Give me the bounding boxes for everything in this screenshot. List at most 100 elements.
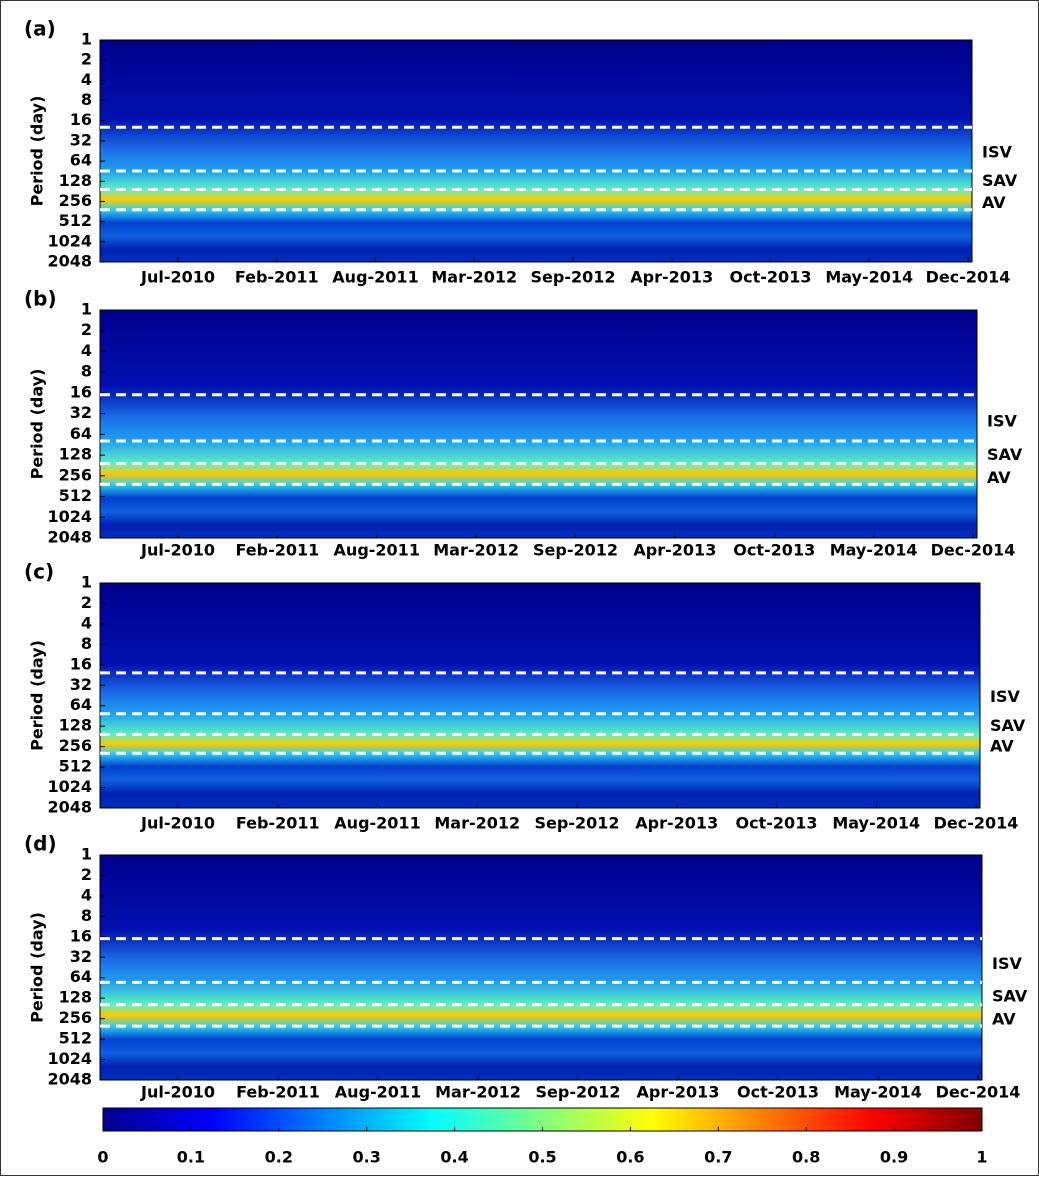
y-tick-label: 4	[81, 885, 92, 904]
band-label: SAV	[987, 445, 1023, 464]
x-tick-label: Feb-2011	[236, 814, 320, 833]
band-label: SAV	[990, 716, 1026, 735]
band-label: ISV	[992, 954, 1022, 973]
band-label: ISV	[990, 687, 1020, 706]
plot-frame	[99, 854, 983, 1081]
y-tick-label: 64	[70, 424, 92, 443]
spectrum	[100, 583, 980, 808]
x-tick-label: Aug-2011	[334, 541, 420, 560]
x-tick-label: Feb-2011	[235, 268, 319, 287]
y-tick-label: 128	[59, 716, 92, 735]
y-tick-label: 32	[70, 403, 92, 422]
colorbar-tick-label: 0.8	[792, 1148, 820, 1167]
y-tick-label: 64	[70, 695, 92, 714]
y-tick-label: 16	[70, 382, 92, 401]
y-tick-label: 4	[81, 341, 92, 360]
x-tick-label: Jul-2010	[140, 268, 215, 287]
panel-label: (b)	[24, 287, 57, 311]
band-label: SAV	[982, 171, 1018, 190]
band-label: ISV	[987, 411, 1017, 430]
colorbar-tick-label: 0.1	[177, 1148, 205, 1167]
x-tick-label: Feb-2011	[236, 1083, 320, 1102]
band-label: AV	[987, 468, 1011, 487]
x-tick-label: Oct-2013	[736, 814, 818, 833]
y-tick-label: 4	[81, 613, 92, 632]
colorbar-tick-label: 0.7	[704, 1148, 732, 1167]
y-tick-label: 2	[81, 320, 92, 339]
colorbar-tick-label: 0.5	[528, 1148, 556, 1167]
x-tick-label: Dec-2014	[926, 268, 1011, 287]
y-tick-label: 32	[70, 675, 92, 694]
y-tick-label: 128	[59, 988, 92, 1007]
y-tick-label: 2048	[47, 252, 92, 271]
x-tick-label: Mar-2012	[433, 541, 519, 560]
y-tick-label: 1024	[47, 1049, 92, 1068]
x-tick-label: May-2014	[834, 1083, 922, 1102]
x-tick-label: Dec-2014	[931, 541, 1016, 560]
y-tick-label: 1	[81, 30, 92, 49]
x-tick-label: Jul-2010	[140, 814, 215, 833]
y-tick-label: 2048	[47, 1070, 92, 1089]
x-tick-label: Feb-2011	[235, 541, 319, 560]
x-tick-label: Mar-2012	[434, 814, 520, 833]
y-tick-label: 32	[70, 947, 92, 966]
colorbar-tick-label: 1	[976, 1148, 987, 1167]
y-axis-label: Period (day)	[28, 640, 47, 751]
x-tick-label: Apr-2013	[630, 268, 713, 287]
x-tick-label: Aug-2011	[335, 1083, 421, 1102]
x-tick-label: Oct-2013	[730, 268, 812, 287]
x-tick-label: Apr-2013	[633, 541, 716, 560]
y-tick-label: 256	[59, 736, 92, 755]
y-tick-label: 512	[59, 486, 92, 505]
colorbar-tick-label: 0.3	[353, 1148, 381, 1167]
x-tick-label: Sep-2012	[531, 268, 616, 287]
y-tick-label: 512	[59, 1029, 92, 1048]
x-tick-label: Jul-2010	[140, 541, 215, 560]
panel-label: (c)	[24, 560, 54, 584]
plot-frame	[99, 39, 973, 263]
x-tick-label: Aug-2011	[332, 268, 418, 287]
y-tick-label: 1	[81, 300, 92, 319]
spectrum	[100, 310, 977, 538]
y-tick-label: 1024	[47, 507, 92, 526]
y-tick-label: 2	[81, 865, 92, 884]
y-axis-label: Period (day)	[28, 369, 47, 480]
colorbar-tick-label: 0.9	[880, 1148, 908, 1167]
y-tick-label: 2	[81, 593, 92, 612]
y-tick-label: 1	[81, 573, 92, 592]
x-tick-label: Oct-2013	[737, 1083, 819, 1102]
y-tick-label: 128	[59, 171, 92, 190]
y-tick-label: 16	[70, 110, 92, 129]
y-tick-label: 2048	[47, 798, 92, 817]
y-tick-label: 512	[59, 757, 92, 776]
y-tick-label: 256	[59, 191, 92, 210]
x-tick-label: May-2014	[830, 541, 918, 560]
y-tick-label: 128	[59, 445, 92, 464]
spectrum	[100, 855, 982, 1080]
y-tick-label: 8	[81, 90, 92, 109]
x-tick-label: Jul-2010	[140, 1083, 215, 1102]
x-tick-label: Dec-2014	[934, 814, 1019, 833]
y-tick-label: 256	[59, 465, 92, 484]
y-tick-label: 4	[81, 70, 92, 89]
y-tick-label: 64	[70, 967, 92, 986]
y-tick-label: 1024	[47, 231, 92, 250]
band-label: AV	[992, 1010, 1016, 1029]
x-tick-label: May-2014	[825, 268, 913, 287]
x-tick-label: Oct-2013	[733, 541, 815, 560]
y-tick-label: 2	[81, 50, 92, 69]
y-tick-label: 256	[59, 1008, 92, 1027]
x-tick-label: Sep-2012	[536, 1083, 621, 1102]
band-label: AV	[982, 193, 1006, 212]
y-axis-label: Period (day)	[28, 912, 47, 1023]
plot-frame	[99, 309, 978, 539]
x-tick-label: Apr-2013	[635, 814, 718, 833]
y-tick-label: 8	[81, 906, 92, 925]
plot-frame	[99, 582, 981, 809]
x-tick-label: Mar-2012	[431, 268, 517, 287]
x-tick-label: Apr-2013	[637, 1083, 720, 1102]
colorbar-tick-label: 0	[97, 1148, 108, 1167]
x-tick-label: Aug-2011	[334, 814, 420, 833]
y-tick-label: 32	[70, 130, 92, 149]
